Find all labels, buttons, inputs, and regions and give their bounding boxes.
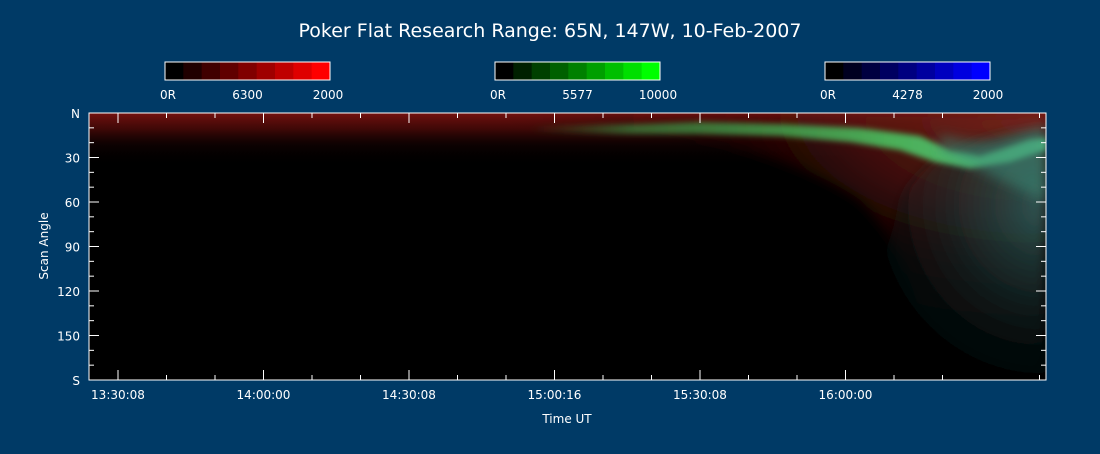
y-tick-label: 60 [65, 196, 80, 210]
colorbar-red: 0R 6300 2000 [160, 61, 344, 102]
colorbar-group: 0R 6300 2000 0R 5577 10000 0R 4278 2000 [160, 61, 1004, 102]
colorbar-green: 0R 5577 10000 [490, 61, 677, 102]
colorbar-segment [183, 62, 203, 80]
colorbar-segment [568, 62, 588, 80]
x-axis-label: Time UT [541, 412, 592, 426]
chart-title: Poker Flat Research Range: 65N, 147W, 10… [299, 20, 802, 42]
colorbar-segment [641, 62, 661, 80]
teal-emission-region [800, 130, 1046, 380]
x-tick-label: 13:30:08 [91, 388, 145, 402]
x-tick-label: 14:00:00 [237, 388, 291, 402]
colorbar-segment [953, 62, 973, 80]
colorbar-max-label: 2000 [313, 88, 344, 102]
colorbar-segment [861, 62, 881, 80]
y-axis-label: Scan Angle [37, 212, 51, 279]
colorbar-segment [201, 62, 221, 80]
colorbar-segment [605, 62, 624, 80]
colorbar-segment [843, 62, 863, 80]
colorbar-segment [165, 62, 184, 80]
colorbar-max-label: 10000 [639, 88, 677, 102]
colorbar-segment [256, 62, 276, 80]
colorbar-mid-label: 4278 [892, 88, 923, 102]
colorbar-mid-label: 6300 [232, 88, 263, 102]
y-tick-label: 90 [65, 241, 80, 255]
colorbar-segment [586, 62, 606, 80]
axes: N 30 60 90 120 150 S 13:30:08 14:00:00 14:30:08 15… [57, 107, 1047, 402]
colorbar-segment [293, 62, 313, 80]
colorbar-segment [495, 62, 514, 80]
colorbar-segment [623, 62, 643, 80]
colorbar-segment [220, 62, 239, 80]
colorbar-min-label: 0R [490, 88, 506, 102]
colorbar-segment [550, 62, 569, 80]
y-tick-label: 150 [57, 330, 80, 344]
colorbar-segment [880, 62, 899, 80]
y-tick-label: S [72, 374, 80, 388]
colorbar-segment [311, 62, 331, 80]
colorbar-blue: 0R 4278 2000 [820, 61, 1004, 102]
heatmap-image [89, 113, 1046, 380]
colorbar-segment [275, 62, 294, 80]
colorbar-segment [935, 62, 954, 80]
colorbar-max-label: 2000 [973, 88, 1004, 102]
colorbar-frame [494, 61, 661, 81]
colorbar-segment [531, 62, 551, 80]
y-tick-label: 30 [65, 152, 80, 166]
colorbar-frame [824, 61, 991, 81]
colorbar-segment [898, 62, 918, 80]
x-tick-label: 15:00:16 [528, 388, 582, 402]
colorbar-segment [916, 62, 936, 80]
y-tick-label: N [71, 107, 80, 121]
colorbar-min-label: 0R [820, 88, 836, 102]
colorbar-mid-label: 5577 [562, 88, 593, 102]
x-tick-label: 14:30:08 [382, 388, 436, 402]
colorbar-segment [238, 62, 258, 80]
x-tick-label: 15:30:08 [673, 388, 727, 402]
colorbar-min-label: 0R [160, 88, 176, 102]
y-tick-label: 120 [57, 285, 80, 299]
colorbar-segment [971, 62, 991, 80]
colorbar-frame [164, 61, 331, 81]
red-emission-arc [500, 113, 1046, 380]
colorbar-segment [825, 62, 844, 80]
green-emission-patch [940, 126, 1046, 200]
x-tick-label: 16:00:00 [819, 388, 873, 402]
colorbar-segment [513, 62, 533, 80]
green-emission-band [530, 122, 1046, 168]
